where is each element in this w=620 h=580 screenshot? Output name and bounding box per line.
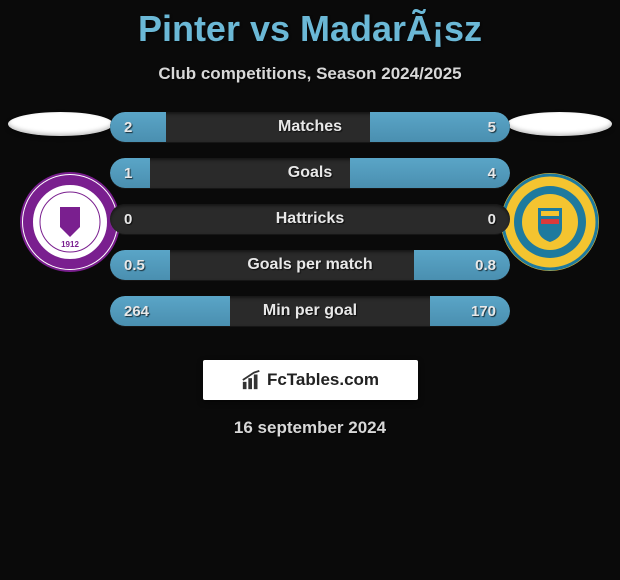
stat-value-right: 0 [488, 204, 496, 234]
svg-text:1912: 1912 [61, 240, 79, 249]
bar-left [110, 296, 230, 326]
page-title: Pinter vs MadarÃ¡sz [0, 0, 620, 50]
stat-value-left: 0 [124, 204, 132, 234]
bar-right [350, 158, 510, 188]
right-oval [507, 112, 612, 136]
left-team-badge: 1912 BEKESCSABA [20, 172, 120, 272]
stat-label: Hattricks [110, 204, 510, 234]
stat-rows: 25Matches 14Goals 0 0Hattricks 0.50.8Goals p… [110, 112, 510, 342]
stat-row: 14Goals [110, 158, 510, 188]
date-text: 16 september 2024 [0, 418, 620, 438]
stat-row: 264170Min per goal [110, 296, 510, 326]
bar-right [430, 296, 510, 326]
left-oval [8, 112, 113, 136]
chart-icon [241, 369, 263, 391]
right-team-badge: ALC [500, 172, 600, 272]
branding-text: FcTables.com [267, 370, 379, 390]
bar-left [110, 112, 166, 142]
subtitle: Club competitions, Season 2024/2025 [0, 64, 620, 84]
stat-row: 25Matches [110, 112, 510, 142]
stats-area: 1912 BEKESCSABA ALC 25Matches 14Goals 0 0Ha… [0, 112, 620, 352]
stat-row: 0 0Hattricks [110, 204, 510, 234]
branding-box: FcTables.com [203, 360, 418, 400]
bar-left [110, 158, 150, 188]
stat-row: 0.50.8Goals per match [110, 250, 510, 280]
bar-right [370, 112, 510, 142]
bar-left [110, 250, 170, 280]
svg-text:ALC: ALC [543, 189, 557, 196]
bar-right [414, 250, 510, 280]
